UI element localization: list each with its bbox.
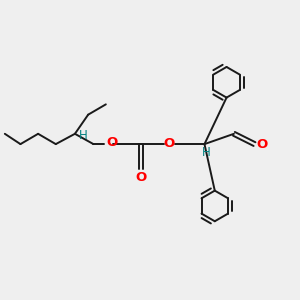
Text: O: O bbox=[163, 137, 174, 150]
Text: H: H bbox=[79, 129, 87, 142]
Text: O: O bbox=[136, 171, 147, 184]
Text: O: O bbox=[106, 136, 117, 148]
Text: H: H bbox=[202, 146, 210, 159]
Text: O: O bbox=[256, 138, 268, 151]
